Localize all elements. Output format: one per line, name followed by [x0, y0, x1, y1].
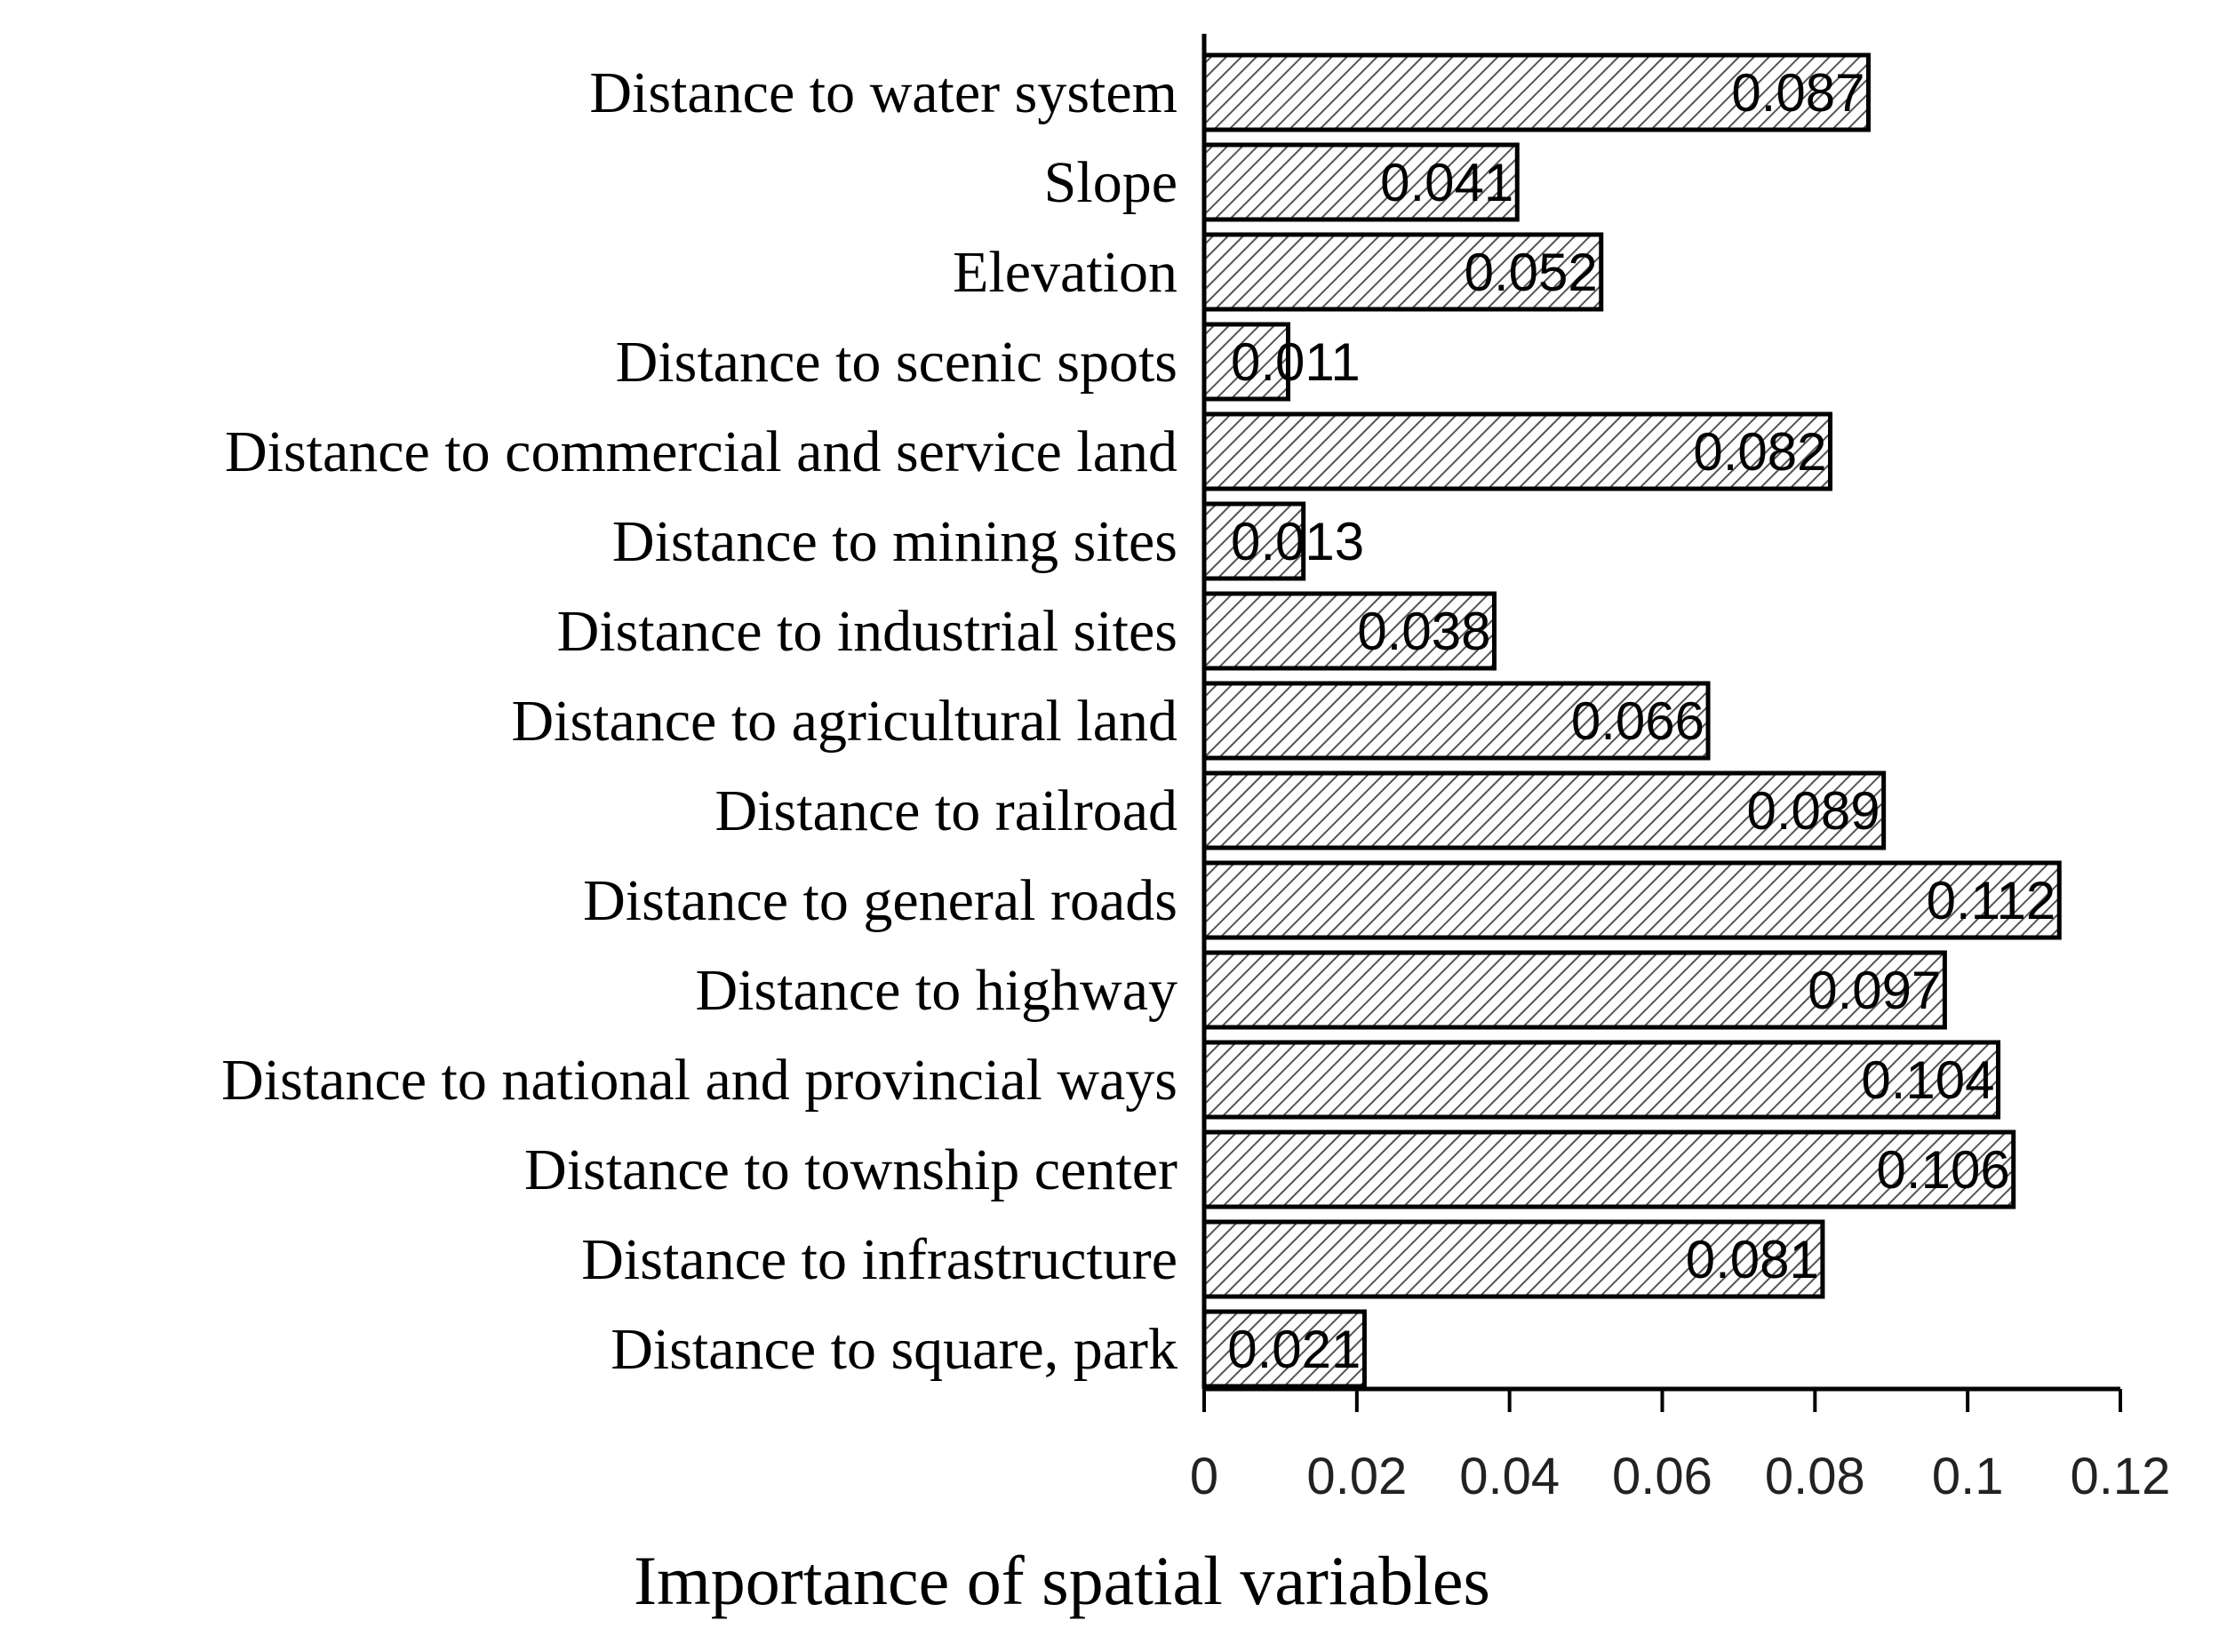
category-label: Distance to industrial sites: [557, 599, 1177, 664]
bar-value-label: 0.087: [1731, 63, 1864, 123]
bar: [1201, 232, 1604, 312]
bar-value-label: 0.106: [1877, 1140, 2010, 1200]
bar-value-label: 0.052: [1465, 243, 1598, 302]
category-label: Distance to national and provincial ways: [221, 1048, 1177, 1113]
category-label: Distance to mining sites: [612, 509, 1177, 574]
bar-value-label: 0.038: [1357, 602, 1490, 661]
category-label: Distance to scenic spots: [616, 330, 1177, 395]
category-label: Distance to highway: [695, 958, 1177, 1023]
bar: [1201, 1129, 2016, 1209]
bar-value-label: 0.041: [1380, 153, 1513, 212]
bar: [1201, 591, 1497, 671]
bar: [1201, 1219, 1825, 1299]
category-label: Distance to township center: [524, 1137, 1177, 1202]
bar: [1201, 1040, 2001, 1120]
category-label: Distance to commercial and service land: [225, 419, 1177, 484]
x-tick-label: 0: [1190, 1448, 1218, 1505]
x-axis-title: Importance of spatial variables: [634, 1542, 1490, 1619]
bar-value-label: 0.066: [1571, 691, 1704, 751]
bar: [1201, 411, 1833, 491]
bar-value-label: 0.081: [1686, 1230, 1819, 1289]
bar: [1201, 950, 1947, 1030]
category-label: Slope: [1044, 150, 1177, 215]
bar-value-label: 0.021: [1227, 1320, 1361, 1379]
x-tick-label: 0.04: [1459, 1448, 1560, 1505]
bar-value-label: 0.082: [1693, 422, 1826, 482]
category-label: Distance to agricultural land: [511, 689, 1177, 754]
bar-value-label: 0.011: [1231, 332, 1361, 392]
category-labels-layer: Distance to water system Slope Elevation Di…: [221, 60, 1177, 1382]
bar-value-label: 0.089: [1747, 781, 1880, 841]
x-tick-label: 0.08: [1765, 1448, 1865, 1505]
bar: [1201, 322, 1291, 402]
x-tick-label: 0.1: [1932, 1448, 2004, 1505]
x-tick-label: 0.02: [1306, 1448, 1407, 1505]
category-label: Distance to railroad: [715, 778, 1177, 843]
category-label: Elevation: [953, 240, 1177, 305]
x-tick-label: 0.12: [2071, 1448, 2171, 1505]
category-label: Distance to square, park: [611, 1317, 1177, 1382]
bar: [1201, 142, 1520, 222]
bars-layer: [1201, 52, 2062, 1389]
x-tick-label: 0.06: [1612, 1448, 1712, 1505]
bar-value-label: 0.013: [1231, 512, 1364, 571]
bar-value-label: 0.104: [1861, 1050, 1994, 1110]
category-label: Distance to infrastructure: [581, 1227, 1177, 1292]
bar-value-label: 0.112: [1927, 871, 2056, 930]
value-labels-layer: 0.087 0.041 0.052 0.011 0.082 0.013 0.038 0.066…: [1227, 63, 2055, 1379]
category-label: Distance to general roads: [583, 868, 1177, 933]
bar-value-label: 0.097: [1808, 961, 1941, 1020]
x-ticks-layer: 0 0.02 0.04 0.06 0.08 0.1 0.12: [1190, 1389, 2171, 1505]
category-label: Distance to water system: [589, 60, 1177, 125]
